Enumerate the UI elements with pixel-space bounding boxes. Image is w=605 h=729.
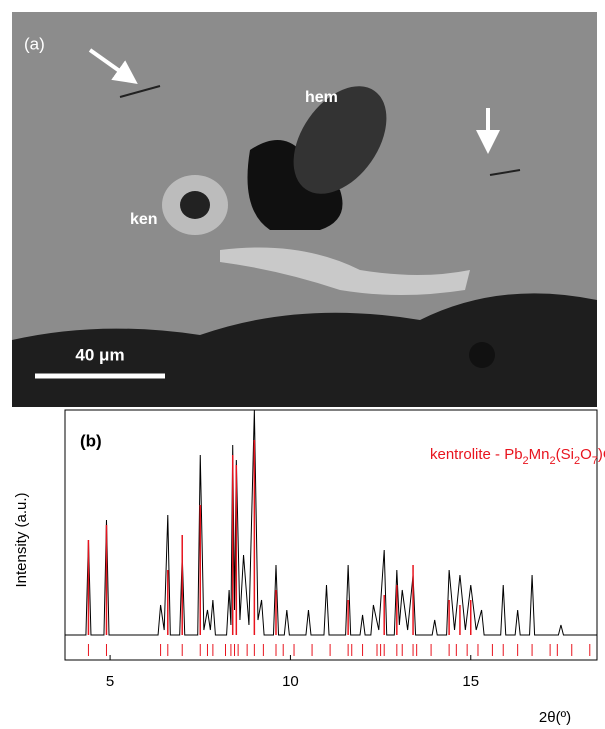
panel-label: (b) [80,431,102,450]
x-tick-label: 10 [282,673,299,690]
panel-label: (a) [24,34,45,53]
phase-label: ken [130,211,158,228]
y-axis-label: Intensity (a.u.) [13,492,30,587]
x-axis-label: 2θ(º) [539,709,571,726]
x-tick-label: 15 [462,673,479,690]
scale-bar-label: 40 μm [75,345,124,364]
sem-image: (a) hem ken 40 μm [12,12,597,407]
phase-label: hem [305,89,338,106]
legend-label: kentrolite - Pb2Mn2(Si2O7)O2 [430,446,605,467]
plot-frame [64,409,598,661]
pattern-line [65,409,597,636]
x-tick-label: 5 [106,673,114,690]
